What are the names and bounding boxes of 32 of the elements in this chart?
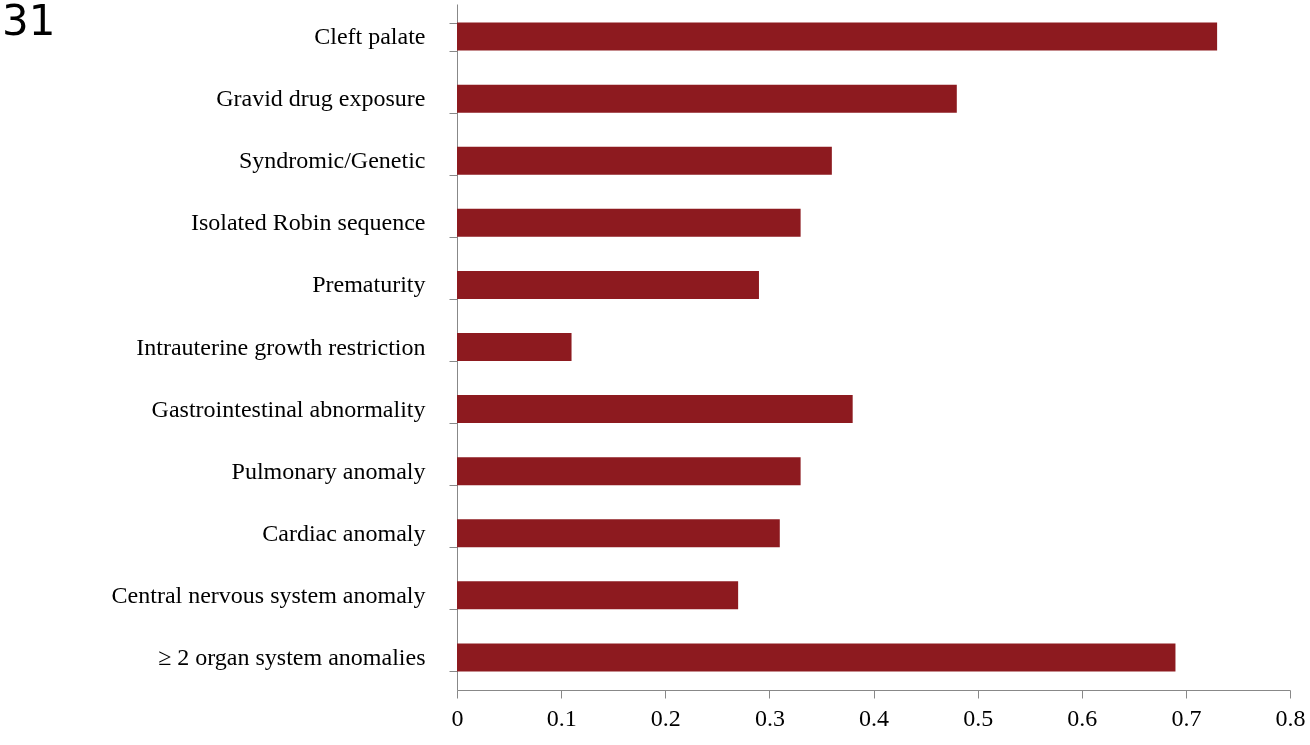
x-tick-label: 0.1	[546, 704, 577, 731]
bar	[457, 643, 1176, 672]
bar	[457, 146, 832, 175]
bar	[457, 270, 759, 299]
bar	[457, 581, 739, 610]
y-tick-label: Pulmonary anomaly	[231, 457, 426, 484]
x-tick-label: 0.8	[1275, 704, 1306, 731]
bar	[457, 395, 853, 424]
x-tick-label: 0.4	[859, 704, 889, 731]
bar	[457, 84, 957, 113]
y-tick-label: Syndromic/Genetic	[238, 147, 426, 174]
y-tick-label: Gastrointestinal abnormality	[151, 395, 426, 422]
bar	[457, 457, 801, 486]
y-tick-label: Cardiac anomaly	[262, 519, 426, 546]
bar	[457, 22, 1218, 51]
x-tick-label: 0.2	[650, 704, 681, 731]
x-tick-label: 0.6	[1067, 704, 1098, 731]
y-tick-label: Gravid drug exposure	[216, 85, 426, 112]
y-tick-label: Prematurity	[312, 271, 426, 298]
x-tick-label: 0	[451, 704, 464, 731]
x-tick-label: 0.7	[1171, 704, 1202, 731]
y-tick-label: Intrauterine growth restriction	[136, 333, 426, 360]
x-tick-label: 0.3	[754, 704, 785, 731]
y-tick-label: Isolated Robin sequence	[190, 209, 426, 236]
bar	[457, 208, 801, 237]
text: 31	[2, 0, 56, 45]
x-tick-label: 0.5	[963, 704, 994, 731]
bar	[457, 333, 572, 361]
bar	[457, 519, 780, 548]
y-tick-label: ≥ 2 organ system anomalies	[158, 643, 426, 670]
y-tick-label: Central nervous system anomaly	[111, 581, 426, 608]
y-tick-label: Cleft palate	[314, 23, 426, 50]
